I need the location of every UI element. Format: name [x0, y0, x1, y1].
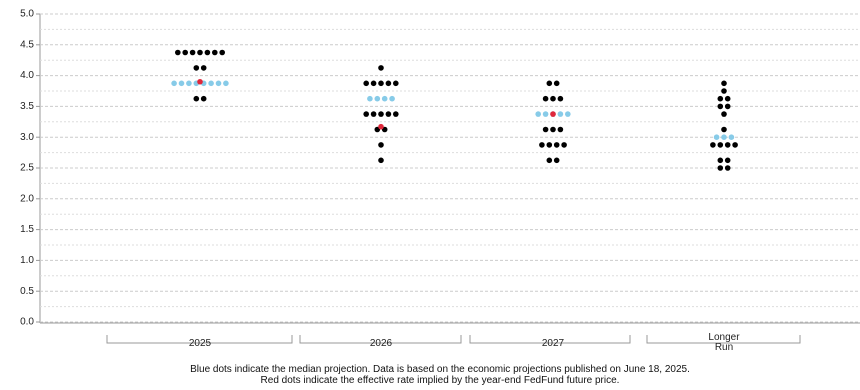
projection-dot [724, 95, 731, 102]
projection-dot [553, 80, 560, 87]
y-tick-label: 1.0 [20, 255, 34, 266]
projection-dot [378, 157, 384, 164]
projection-dot [389, 95, 395, 102]
projection-dot [557, 111, 564, 117]
footnote: Red dots indicate the effective rate imp… [260, 375, 620, 386]
projection-dot [542, 95, 549, 102]
category-bracket [106, 335, 293, 344]
projection-dot [381, 95, 388, 102]
projection-dot [710, 142, 716, 148]
implied-dot [197, 78, 203, 85]
projection-dot [721, 88, 727, 94]
projection-dot [539, 142, 545, 148]
projection-dot [182, 49, 188, 56]
y-tick-label: 5.0 [20, 9, 34, 20]
projection-dot [721, 134, 727, 140]
x-tick-label: Longer Run [708, 332, 740, 353]
projection-dot [542, 111, 549, 117]
projection-dot [546, 142, 553, 148]
category-bracket [646, 335, 801, 344]
projection-dot [550, 95, 556, 102]
projection-dot [378, 142, 384, 148]
projection-dot [219, 49, 225, 56]
projection-dot [363, 111, 370, 117]
projection-dot [223, 80, 229, 87]
projection-dot [546, 157, 553, 164]
projection-dot [732, 142, 738, 148]
projection-dot [713, 134, 720, 140]
projection-dot [535, 111, 541, 117]
projection-dot [385, 80, 392, 87]
y-tick-label: 4.5 [20, 39, 34, 50]
projection-dot [565, 111, 571, 117]
projection-dot [171, 80, 177, 87]
projection-dot [370, 111, 377, 117]
implied-dot [550, 111, 556, 117]
projection-dot [367, 95, 373, 102]
projection-dot [721, 80, 727, 87]
projection-dot [724, 142, 731, 148]
projection-dot [717, 103, 724, 110]
projection-dot [542, 126, 549, 133]
y-tick-label: 1.5 [20, 224, 34, 235]
projection-dot [717, 142, 724, 148]
footnote: Blue dots indicate the median projection… [190, 364, 690, 375]
projection-dot [553, 142, 560, 148]
projection-dot [724, 165, 731, 171]
projection-dot [561, 142, 567, 148]
projection-dot [721, 126, 727, 133]
projection-dot [193, 65, 200, 71]
projection-dot [721, 111, 727, 117]
projection-dot [189, 49, 196, 56]
projection-dot [212, 49, 218, 56]
projection-dot [378, 65, 384, 71]
y-tick-label: 4.0 [20, 70, 34, 81]
projection-dot [374, 95, 381, 102]
projection-dot [197, 49, 203, 56]
projection-dot [178, 80, 185, 87]
projection-dot [393, 80, 399, 87]
projection-dot [724, 103, 731, 110]
implied-dot [378, 123, 384, 130]
projection-dot [200, 65, 207, 71]
projection-dot [557, 126, 564, 133]
x-tick-label: 2025 [188, 338, 212, 349]
projection-dot [200, 95, 207, 102]
projection-dot [553, 157, 560, 164]
projection-dot [728, 134, 735, 140]
projection-dot [208, 80, 214, 87]
projection-dot [557, 95, 564, 102]
projection-dot [546, 80, 553, 87]
y-tick-label: 0.5 [20, 286, 34, 297]
projection-dot [393, 111, 399, 117]
y-tick-label: 2.5 [20, 163, 34, 174]
projection-dot [717, 95, 724, 102]
projection-dot [550, 126, 556, 133]
projection-dot [370, 80, 377, 87]
y-tick-label: 3.5 [20, 101, 34, 112]
projection-dot [215, 80, 222, 87]
projection-dot [724, 157, 731, 164]
projection-dot [378, 80, 384, 87]
projection-dot [385, 111, 392, 117]
y-tick-label: 0.0 [20, 317, 34, 328]
category-bracket [469, 335, 631, 344]
y-tick-label: 3.0 [20, 132, 34, 143]
projection-dot [175, 49, 181, 56]
projection-dot [186, 80, 192, 87]
projection-dot [378, 111, 384, 117]
x-tick-label: 2026 [369, 338, 393, 349]
projection-dot [204, 49, 211, 56]
projection-dot [363, 80, 370, 87]
projection-dot [717, 157, 724, 164]
y-tick-label: 2.0 [20, 193, 34, 204]
x-tick-label: 2027 [541, 338, 565, 349]
category-bracket [299, 335, 462, 344]
projection-dot [717, 165, 724, 171]
projection-dot [193, 95, 200, 102]
